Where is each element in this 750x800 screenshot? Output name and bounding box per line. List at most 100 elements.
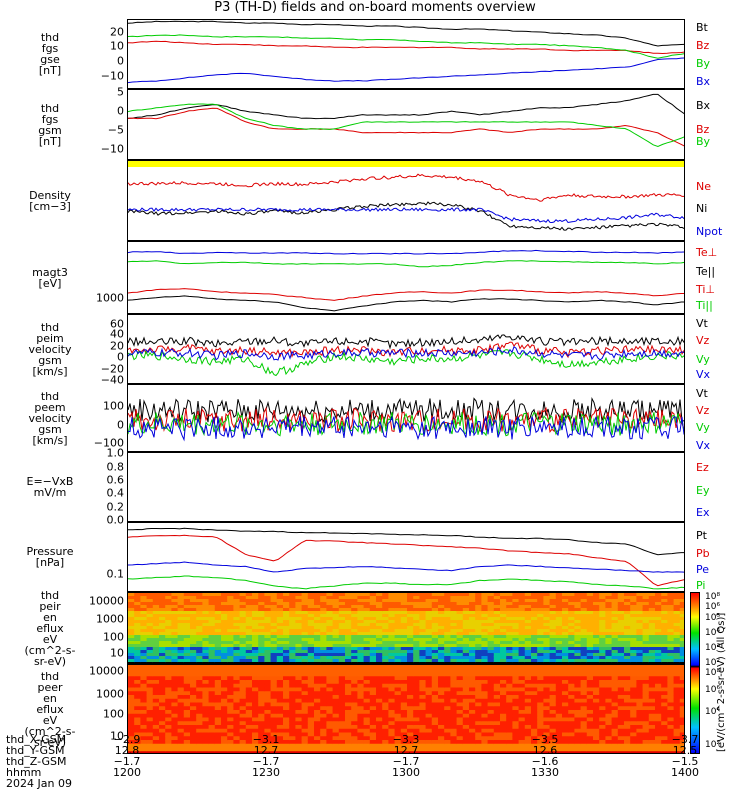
- spectrogram-cell: [345, 599, 352, 603]
- spectrogram-cell: [438, 736, 445, 741]
- spectrogram-cell: [345, 665, 352, 670]
- spectrogram-cell: [196, 653, 203, 657]
- spectrogram-cell: [301, 743, 309, 749]
- spectrogram-cell: [295, 687, 303, 692]
- spectrogram-cell: [264, 702, 272, 707]
- spectrogram-cell: [599, 740, 606, 745]
- spectrogram-cell: [431, 611, 439, 615]
- spectrogram-cell: [462, 629, 470, 633]
- spectrogram-cell: [382, 725, 389, 730]
- spectrogram-cell: [289, 647, 296, 651]
- spectrogram-cell: [655, 680, 662, 685]
- spectrogram-cell: [673, 608, 681, 612]
- spectrogram-cell: [394, 596, 402, 600]
- spectrogram-cell: [655, 602, 662, 606]
- legend-item: Bz: [696, 123, 710, 136]
- spectrogram-cell: [289, 751, 296, 753]
- spectrogram-cell: [233, 617, 241, 621]
- spectrogram-cell: [196, 644, 203, 648]
- spectrogram-cell: [543, 751, 551, 753]
- spectrogram-cell: [134, 614, 141, 618]
- spectrogram-cell: [512, 659, 520, 663]
- spectrogram-cell: [208, 672, 216, 677]
- spectrogram-cell: [208, 713, 216, 719]
- spectrogram-cell: [593, 620, 600, 624]
- ylabel-line: eflux: [36, 621, 64, 635]
- spectrogram-cell: [183, 721, 191, 726]
- spectrogram-cell: [475, 691, 482, 696]
- spectrogram-cell: [369, 611, 377, 615]
- spectrogram-cell: [456, 608, 464, 612]
- legend-item: Pe: [696, 563, 710, 576]
- spectrogram-cell: [177, 662, 185, 663]
- spectrogram-cell: [326, 638, 334, 642]
- spectrogram-cell: [673, 702, 681, 707]
- spectrogram-cell: [648, 728, 656, 734]
- spectrogram-cell: [295, 617, 303, 621]
- spectrogram-cell: [518, 702, 526, 707]
- spectrogram-cell: [245, 725, 253, 730]
- spectrogram-cell: [593, 626, 600, 630]
- spectrogram-cell: [673, 665, 681, 670]
- spectrogram-cell: [338, 710, 346, 715]
- ytick-label: 0.0: [106, 513, 125, 527]
- spectrogram-cell: [270, 635, 278, 639]
- spectrogram-cell: [481, 635, 489, 639]
- spectrogram-cell: [258, 676, 265, 681]
- spectrogram-cell: [667, 593, 675, 597]
- spectrogram-cell: [605, 653, 613, 657]
- spectrogram-cell: [444, 680, 451, 685]
- spectrogram-cell: [568, 605, 575, 609]
- spectrogram-cell: [214, 647, 222, 651]
- spectrogram-cell: [667, 647, 675, 651]
- spectrogram-cell: [425, 706, 433, 711]
- spectrogram-cell: [450, 687, 458, 692]
- spectrogram-cell: [332, 702, 340, 707]
- spectrogram-cell: [444, 620, 451, 624]
- spectrogram-cell: [605, 676, 613, 681]
- spectrogram-cell: [388, 691, 396, 696]
- spectrogram-cell: [208, 728, 216, 734]
- spectrogram-cell: [165, 668, 172, 674]
- spectrogram-cell: [388, 647, 396, 651]
- spectrogram-cell: [462, 725, 470, 730]
- spectrogram-cell: [270, 702, 278, 707]
- spectrogram-cell: [363, 596, 371, 600]
- spectrogram-cell: [599, 683, 606, 689]
- spectrogram-cell: [438, 599, 445, 603]
- spectrogram-cell: [444, 638, 451, 642]
- spectrogram-cell: [642, 732, 650, 737]
- spectrogram-cell: [134, 676, 141, 681]
- spectrogram-cell: [642, 691, 650, 696]
- spectrogram-cell: [171, 740, 179, 745]
- spectrogram-cell: [549, 623, 557, 627]
- spectrogram-cell: [549, 620, 557, 624]
- spectrogram-cell: [661, 743, 668, 749]
- spectrogram-cell: [580, 647, 588, 651]
- spectrogram-cell: [264, 751, 272, 753]
- spectrogram-cell: [152, 632, 160, 636]
- spectrogram-cell: [636, 698, 644, 704]
- spectrogram-cell: [580, 680, 588, 685]
- spectrogram-cell: [500, 706, 507, 711]
- spectrogram-cell: [611, 599, 619, 603]
- spectrogram-cell: [270, 632, 278, 636]
- spectrogram-cell: [376, 691, 383, 696]
- spectrogram-cell: [134, 736, 141, 741]
- spectrogram-cell: [289, 656, 296, 660]
- spectrogram-cell: [407, 620, 414, 624]
- spectrogram-cell: [568, 672, 575, 677]
- spectrogram-cell: [506, 725, 513, 730]
- spectrogram-cell: [239, 632, 247, 636]
- spectrogram-cell: [332, 632, 340, 636]
- spectrogram-cell: [363, 632, 371, 636]
- spectrogram-cell: [673, 747, 681, 752]
- spectrogram-cell: [146, 751, 154, 753]
- spectrogram-cell: [518, 743, 526, 749]
- spectrogram-cell: [363, 683, 371, 689]
- spectrogram-cell: [190, 695, 197, 700]
- spectrogram-cell: [655, 593, 662, 597]
- spectrogram-cell: [307, 644, 315, 648]
- spectrogram-cell: [574, 691, 582, 696]
- spectrogram-cell: [518, 717, 526, 722]
